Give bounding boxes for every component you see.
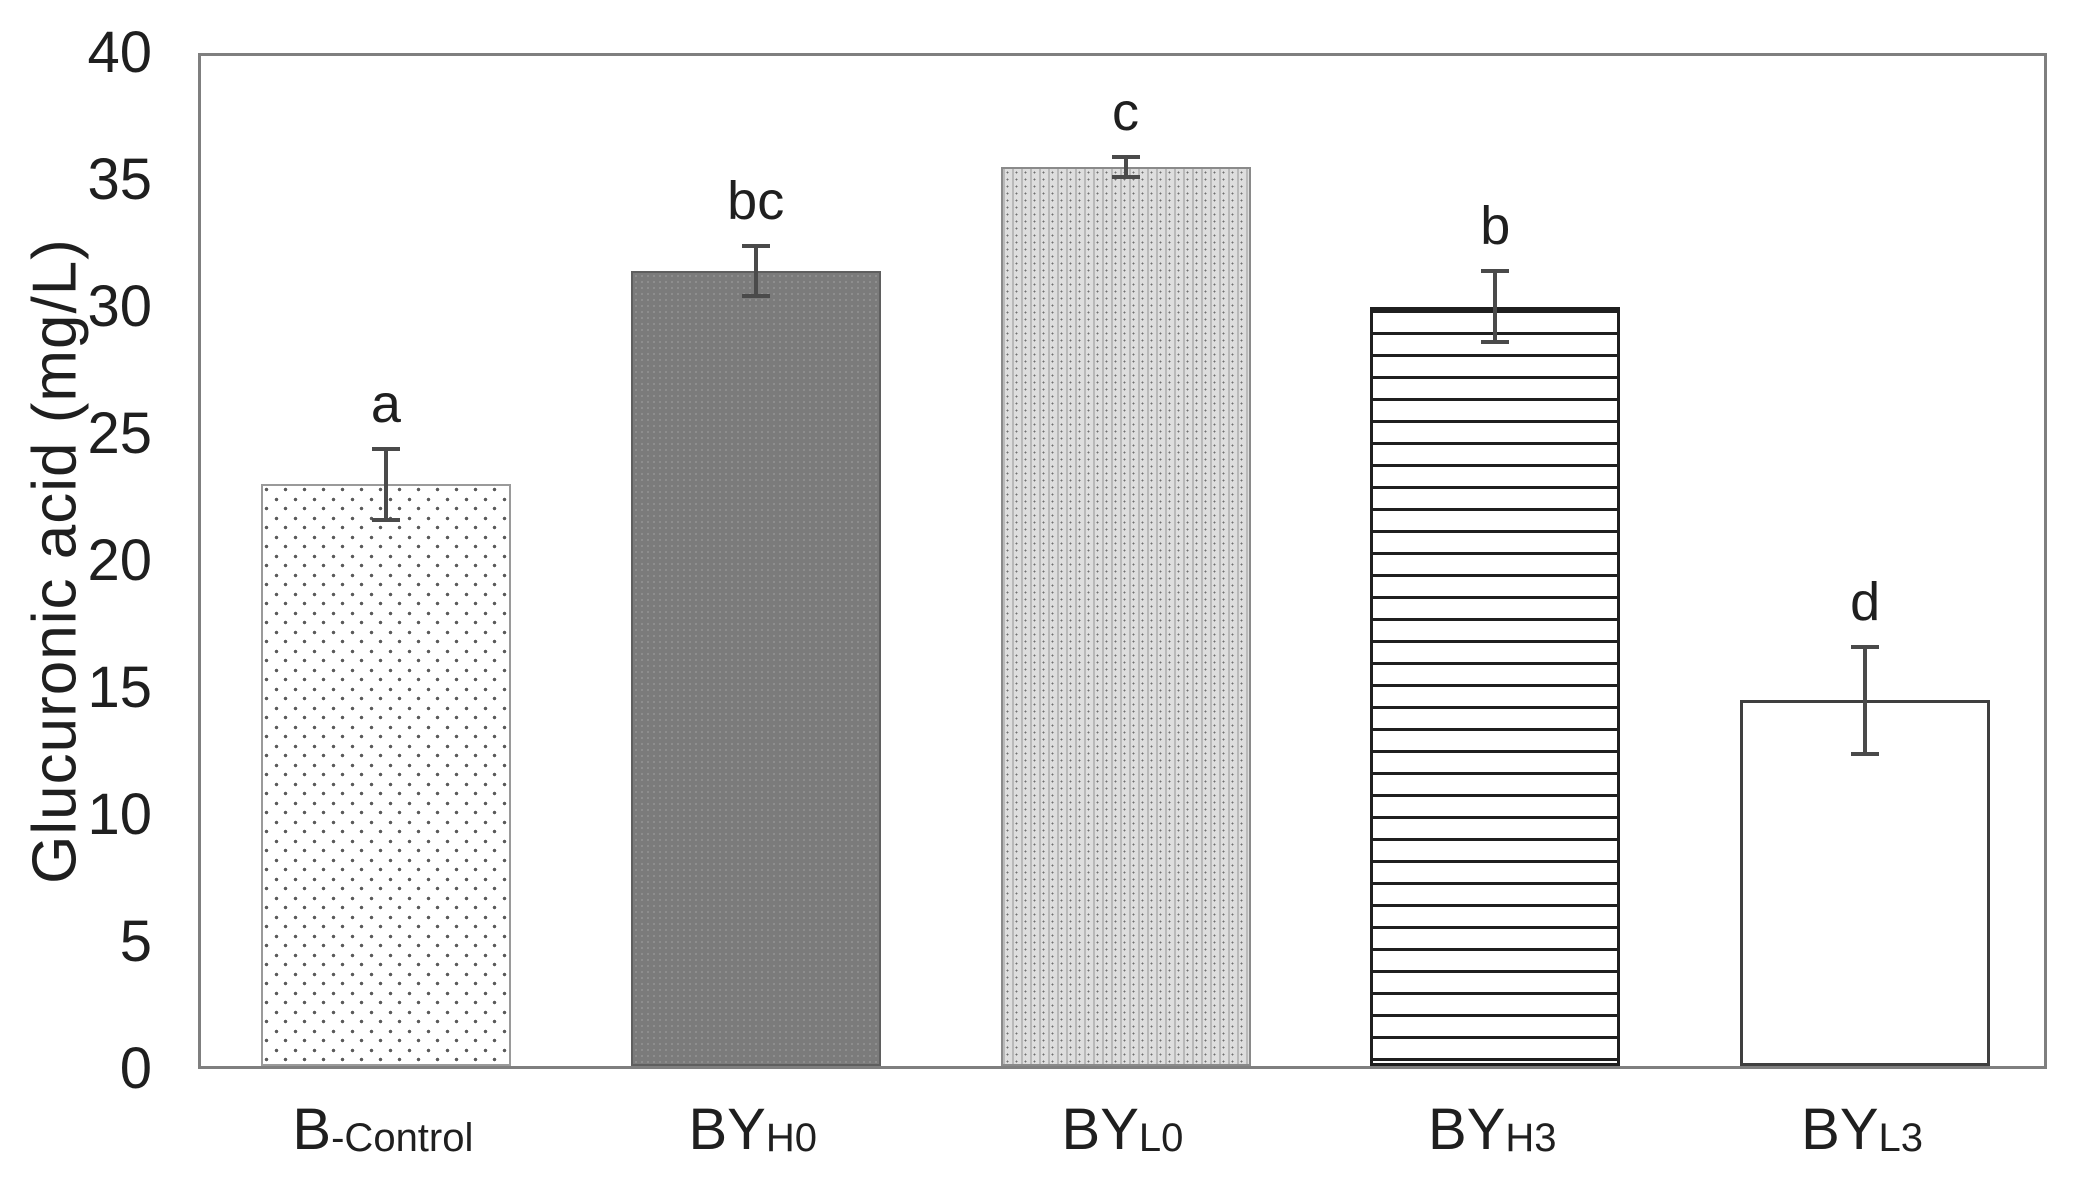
x-axis-label: BYH0: [568, 1096, 938, 1163]
x-axis-label-base: BY: [1061, 1097, 1139, 1162]
bar: [1370, 306, 1621, 1066]
x-axis-label-base: BY: [688, 1097, 766, 1162]
x-axis-label-subscript: H0: [765, 1116, 817, 1161]
error-bar-cap-top: [1111, 154, 1140, 159]
error-bar-line: [1863, 646, 1868, 754]
y-tick-label: 5: [119, 909, 152, 974]
x-axis-label-base: BY: [1801, 1097, 1879, 1162]
error-bar-cap-top: [1851, 644, 1880, 649]
x-axis-label-base: B: [292, 1097, 332, 1162]
error-bar-cap-bottom: [1851, 751, 1880, 756]
x-axis-label: BYL3: [1677, 1096, 2047, 1163]
x-axis-label-subscript: L0: [1138, 1116, 1184, 1161]
error-bar-cap-bottom: [371, 517, 400, 522]
significance-letter: a: [370, 373, 401, 434]
error-bar-line: [1493, 271, 1498, 343]
y-tick-label: 10: [87, 782, 152, 847]
error-bar-cap-bottom: [741, 294, 770, 299]
error-bar-cap-top: [741, 243, 770, 248]
x-axis-label-base: BY: [1428, 1097, 1506, 1162]
y-tick-label: 0: [119, 1036, 152, 1101]
bar: [260, 484, 511, 1066]
plot-inner: a bc c b d: [201, 56, 2044, 1066]
error-bar-line: [383, 448, 388, 520]
error-bar-cap-top: [371, 446, 400, 451]
error-bar-cap-top: [1481, 268, 1510, 273]
x-axis-label-subscript: H3: [1505, 1116, 1557, 1161]
y-tick-label: 40: [87, 20, 152, 85]
x-axis-label-subscript: -Control: [331, 1116, 474, 1161]
y-tick-label: 35: [87, 147, 152, 212]
significance-letter: c: [1111, 81, 1139, 142]
significance-letter: bc: [727, 170, 785, 231]
x-axis-label-subscript: L3: [1878, 1116, 1924, 1161]
significance-letter: b: [1480, 195, 1511, 256]
error-bar-line: [1123, 156, 1128, 177]
error-bar-line: [753, 245, 758, 297]
significance-letter: d: [1850, 571, 1881, 632]
y-tick-label: 15: [87, 655, 152, 720]
x-axis-label: BYH3: [1307, 1096, 1677, 1163]
y-tick-label: 30: [87, 274, 152, 339]
bar: [630, 270, 881, 1066]
x-axis-label: B-Control: [198, 1096, 568, 1163]
y-tick-label: 25: [87, 401, 152, 466]
plot-area: a bc c b d: [198, 53, 2047, 1069]
y-tick-label: 20: [87, 528, 152, 593]
x-axis-label: BYL0: [938, 1096, 1308, 1163]
error-bar-cap-bottom: [1111, 175, 1140, 179]
error-bar-cap-bottom: [1481, 340, 1510, 345]
bar: [1000, 166, 1251, 1066]
